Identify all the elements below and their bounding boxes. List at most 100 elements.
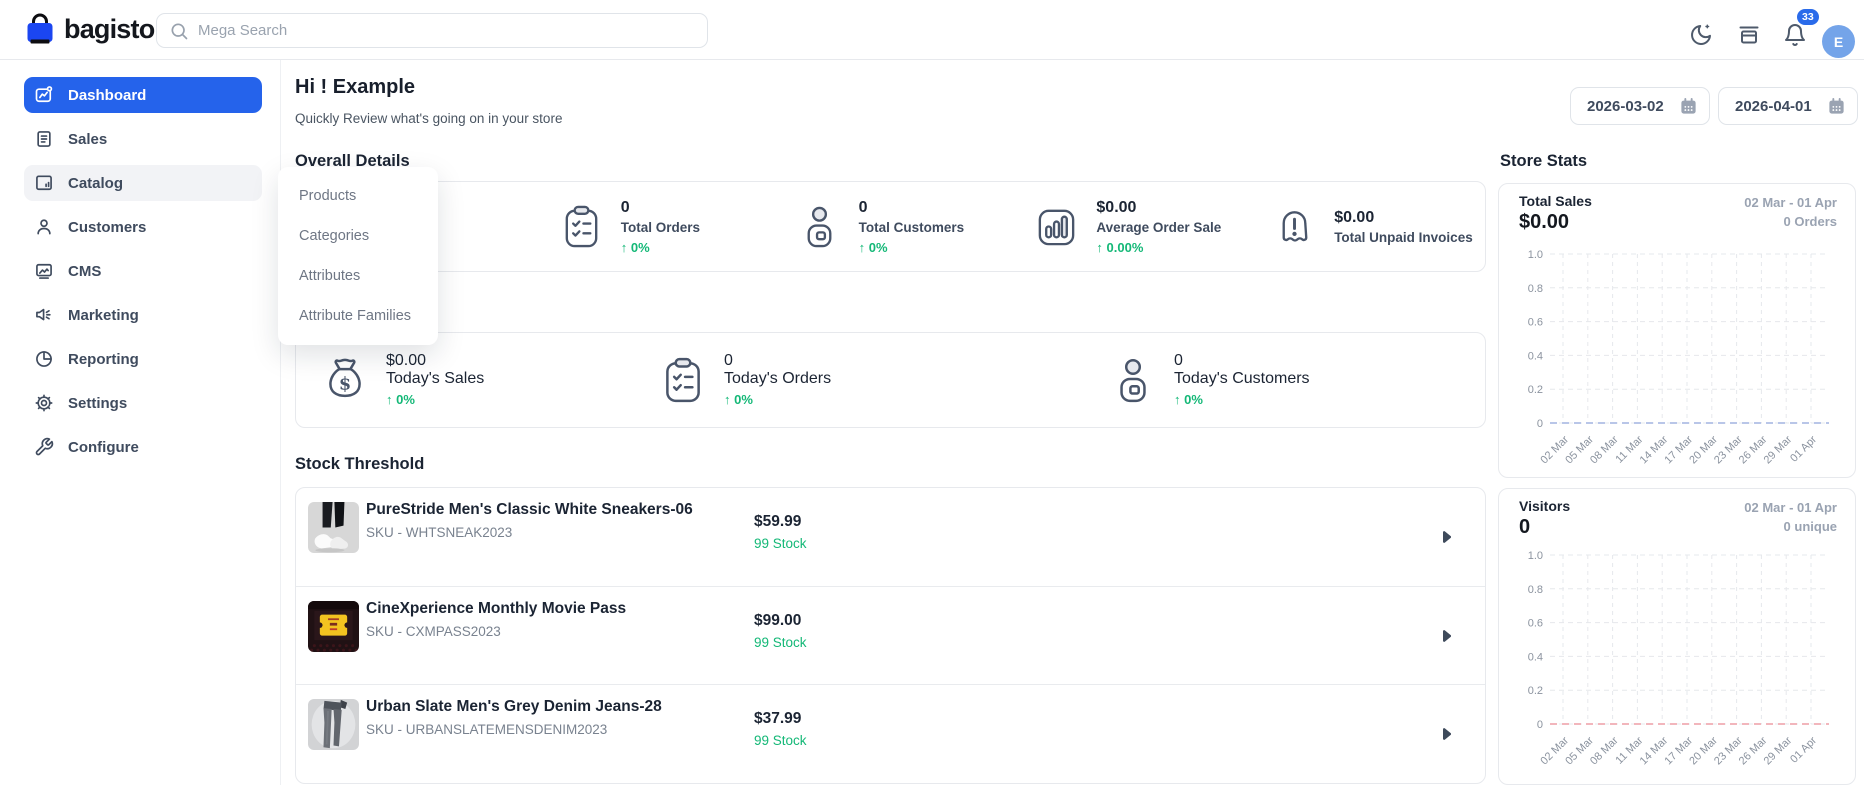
stat-total-customers: 0 Total Customers ↑ 0% — [772, 198, 1010, 256]
product-price: $99.00 — [754, 612, 802, 629]
money-bag-icon: $ — [329, 358, 361, 398]
menu-item-attribute-families[interactable]: Attribute Families — [299, 308, 412, 324]
product-stock: 99 Stock — [754, 536, 807, 551]
sidebar-item-marketing[interactable]: Marketing — [24, 297, 262, 333]
panel-date-range: 02 Mar - 01 Apr — [1744, 195, 1837, 210]
product-row[interactable]: PureStride Men's Classic White Sneakers-… — [296, 488, 1485, 586]
menu-item-categories[interactable]: Categories — [299, 228, 370, 244]
search-icon — [171, 23, 188, 39]
sidebar-item-sales[interactable]: Sales — [24, 121, 262, 157]
stat-change: 0% — [630, 239, 650, 255]
svg-text:0.4: 0.4 — [1528, 350, 1543, 362]
sidebar-item-reporting[interactable]: Reporting — [24, 341, 262, 377]
svg-text:08 Mar: 08 Mar — [1588, 433, 1621, 466]
customer-badge-icon — [1120, 358, 1146, 403]
chevron-right-icon[interactable] — [1442, 630, 1451, 642]
page-title: Hi ! Example — [295, 76, 416, 98]
stat-todays-orders: 0 Today's Orders ↑ 0% — [658, 333, 831, 427]
store-switcher-icon[interactable] — [1737, 23, 1761, 47]
reporting-icon — [36, 351, 52, 367]
chevron-right-icon[interactable] — [1442, 531, 1451, 543]
product-image-sneakers — [308, 502, 359, 553]
menu-item-products[interactable]: Products — [299, 188, 357, 204]
stat-change: 0% — [396, 392, 415, 407]
bagisto-logo[interactable]: bagisto — [25, 12, 155, 46]
stat-total-orders: 0 Total Orders ↑ 0% — [534, 198, 772, 256]
svg-text:01 Apr: 01 Apr — [1788, 433, 1819, 464]
product-sku: SKU - CXMPASS2023 — [366, 624, 501, 639]
dark-mode-moon-icon[interactable] — [1689, 23, 1713, 47]
stat-label: Today's Orders — [724, 370, 832, 387]
arrow-up-icon: ↑ — [620, 239, 628, 255]
product-name: PureStride Men's Classic White Sneakers-… — [366, 501, 693, 518]
notification-count-badge: 33 — [1797, 9, 1819, 25]
arrow-up-icon: ↑ — [1096, 239, 1103, 255]
page-subtitle: Quickly Review what's going on in your s… — [295, 111, 563, 126]
product-price: $59.99 — [754, 513, 802, 530]
stat-change: 0% — [734, 392, 753, 407]
stat-value: $0.00 — [1096, 198, 1137, 216]
svg-text:0.2: 0.2 — [1528, 384, 1543, 396]
sidebar-item-label: CMS — [68, 262, 102, 280]
panel-label: Visitors — [1519, 498, 1571, 514]
stat-label: Total Orders — [620, 219, 701, 235]
stat-total-unpaid-invoices: $0.00 Total Unpaid Invoices — [1247, 203, 1485, 250]
stat-label: Today's Sales — [386, 370, 485, 387]
logo-text: bagisto — [64, 13, 155, 44]
sidebar-item-label: Catalog — [68, 174, 124, 192]
sidebar-item-settings[interactable]: Settings — [24, 385, 262, 421]
product-price: $37.99 — [754, 710, 802, 727]
stock-threshold-card: PureStride Men's Classic White Sneakers-… — [295, 487, 1486, 784]
stat-value: $0.00 — [1334, 208, 1375, 226]
user-avatar[interactable]: E — [1822, 25, 1855, 58]
sidebar-item-configure[interactable]: Configure — [24, 429, 262, 465]
sidebar-item-cms[interactable]: CMS — [24, 253, 262, 289]
dashboard-icon — [35, 86, 53, 103]
stat-todays-sales: $ $0.00 Today's Sales ↑ 0% — [320, 333, 484, 427]
sidebar-item-label: Reporting — [68, 350, 139, 368]
date-to-value: 2026-04-01 — [1735, 97, 1812, 115]
store-stats-title: Store Stats — [1500, 152, 1588, 170]
customer-badge-icon — [807, 206, 832, 248]
bar-chart-icon — [1039, 209, 1075, 246]
stat-todays-customers: 0 Today's Customers ↑ 0% — [1108, 333, 1310, 427]
panel-date-range: 02 Mar - 01 Apr — [1744, 500, 1837, 515]
svg-text:29 Mar: 29 Mar — [1762, 734, 1795, 767]
sidebar-item-dashboard[interactable]: Dashboard — [24, 77, 262, 113]
panel-meta: 0 Orders — [1783, 214, 1837, 229]
svg-text:$: $ — [339, 373, 351, 394]
catalog-icon — [36, 175, 52, 191]
panel-value: 0 — [1519, 516, 1531, 538]
product-name: CineXperience Monthly Movie Pass — [366, 600, 627, 617]
date-from-input[interactable]: 2026-03-02 — [1570, 87, 1710, 125]
stat-value: 0 — [858, 198, 868, 216]
stat-label: Total Unpaid Invoices — [1334, 229, 1473, 245]
arrow-up-icon: ↑ — [724, 392, 731, 407]
product-stock: 99 Stock — [754, 635, 807, 650]
panel-meta: 0 unique — [1783, 519, 1837, 534]
menu-item-attributes[interactable]: Attributes — [299, 268, 361, 284]
search-input[interactable] — [198, 22, 695, 39]
sidebar-item-catalog[interactable]: Catalog — [24, 165, 262, 201]
stat-change: 0% — [1184, 392, 1203, 407]
chevron-right-icon[interactable] — [1442, 728, 1451, 740]
svg-text:08 Mar: 08 Mar — [1588, 734, 1621, 767]
product-row[interactable]: Urban Slate Men's Grey Denim Jeans-28 SK… — [296, 684, 1485, 782]
notifications-bell-icon[interactable] — [1783, 23, 1807, 47]
svg-text:01 Apr: 01 Apr — [1788, 734, 1819, 765]
product-row[interactable]: CineXperience Monthly Movie Pass SKU - C… — [296, 586, 1485, 684]
sidebar-item-label: Sales — [68, 130, 108, 148]
configure-icon — [35, 437, 54, 456]
product-sku: SKU - WHTSNEAK2023 — [366, 525, 513, 540]
customers-icon — [37, 219, 51, 235]
date-to-input[interactable]: 2026-04-01 — [1718, 87, 1858, 125]
arrow-up-icon: ↑ — [1174, 392, 1181, 407]
stat-change: 0.00% — [1106, 239, 1144, 255]
stat-label: Average Order Sale — [1096, 219, 1222, 235]
svg-text:0.6: 0.6 — [1528, 317, 1543, 329]
date-from-value: 2026-03-02 — [1587, 97, 1664, 115]
sidebar-item-customers[interactable]: Customers — [24, 209, 262, 245]
sales-icon — [37, 131, 51, 147]
